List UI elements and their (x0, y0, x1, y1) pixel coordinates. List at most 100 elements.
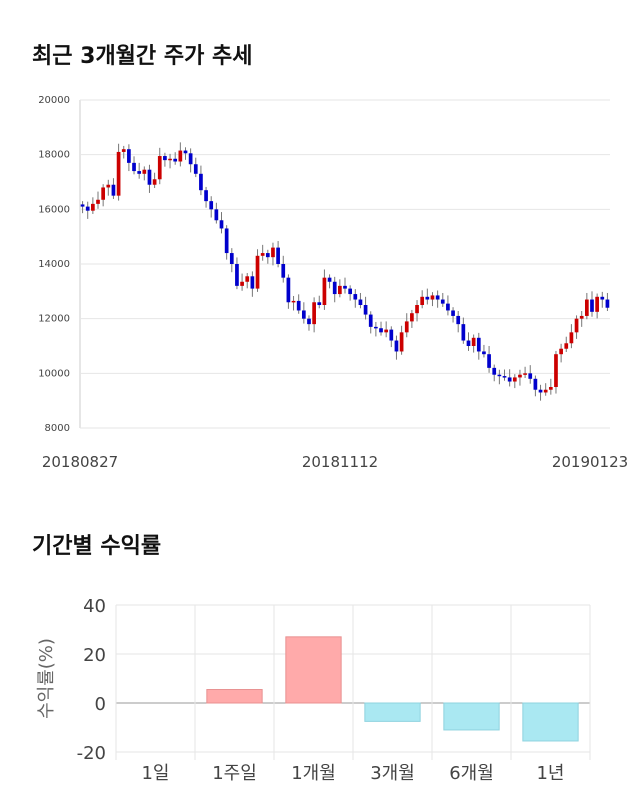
candle-body (332, 281, 337, 295)
candle-body (399, 332, 404, 352)
returns-y-tick-label: 20 (83, 645, 106, 666)
candle-body (590, 299, 594, 312)
candle-body (374, 326, 378, 329)
price-x-tick-label: 20180827 (42, 453, 118, 471)
candle-body (338, 285, 342, 295)
candle-body (466, 340, 471, 346)
candle-body (523, 373, 527, 375)
candle-body (245, 276, 250, 282)
candle-body (384, 329, 389, 333)
candle-body (173, 158, 178, 162)
candle-body (240, 281, 244, 286)
candle-body (204, 190, 208, 202)
candle-body (147, 169, 152, 185)
return-bar (443, 702, 500, 731)
candle-body (471, 337, 476, 346)
candle-body (291, 300, 296, 303)
candle-body (502, 376, 507, 378)
candle-body (193, 164, 198, 174)
candle-body (271, 247, 275, 258)
candle-body (132, 162, 136, 172)
returns-y-tick-label: 0 (95, 694, 106, 715)
candle-body (106, 184, 111, 188)
candle-body (425, 296, 430, 300)
candle-body (595, 296, 599, 312)
candle-body (296, 300, 301, 311)
candle-body (168, 158, 172, 161)
price-x-tick-label: 20190123 (552, 453, 628, 471)
returns-y-tick-label: -20 (77, 743, 106, 764)
price-y-tick-label: 18000 (38, 150, 70, 161)
candle-body (209, 201, 214, 210)
candle-body (219, 220, 224, 229)
candle-body (415, 305, 419, 314)
candle-body (487, 354, 491, 368)
candle-body (301, 310, 306, 319)
returns-y-ticks: -20 0 20 40 (77, 596, 106, 764)
candle-body (482, 351, 486, 355)
candle-body (101, 187, 106, 200)
candle-body (389, 329, 394, 341)
candle-body (456, 315, 461, 325)
price-y-tick-label: 8000 (45, 423, 70, 434)
candle-body (533, 378, 538, 390)
candle-body (569, 332, 574, 344)
returns-x-tick-label: 3개월 (370, 763, 415, 784)
candle-body (410, 313, 414, 322)
candle-body (451, 310, 455, 316)
candle-body (163, 156, 167, 161)
candle-body (127, 149, 131, 163)
candle-body (235, 264, 239, 286)
candle-body (137, 171, 142, 174)
candle-body (543, 389, 548, 393)
candle-body (260, 253, 265, 256)
candle-body (312, 302, 316, 325)
returns-x-tick-label: 6개월 (449, 763, 494, 784)
candle-body (121, 149, 126, 152)
candle-body (368, 314, 373, 327)
candle-body (394, 340, 399, 352)
candle-body (142, 169, 147, 174)
candle-body (420, 296, 425, 305)
returns-x-tick-label: 1일 (141, 763, 169, 784)
candle-body (518, 374, 522, 378)
returns-y-tick-label: 40 (83, 596, 106, 617)
candle-body (574, 318, 579, 333)
candle-body (435, 295, 440, 300)
returns-y-axis-label: 수익률(%) (36, 638, 57, 719)
period-returns-title: 기간별 수익률 (32, 534, 162, 559)
candle-body (96, 199, 100, 204)
returns-grid (115, 604, 591, 760)
return-bar (285, 636, 342, 704)
candle-body (584, 299, 589, 316)
candle-body (440, 299, 445, 304)
candle-body (512, 377, 517, 382)
candle-body (152, 179, 157, 185)
candle-body (559, 348, 563, 355)
candle-body (214, 209, 219, 221)
returns-x-tick-label: 1개월 (291, 763, 336, 784)
candle-body (199, 173, 203, 191)
price-candles (80, 142, 610, 401)
price-y-tick-label: 16000 (38, 204, 70, 215)
candle-body (430, 295, 435, 300)
candle-body (579, 315, 584, 319)
candle-body (476, 337, 481, 352)
return-bar (206, 689, 263, 704)
price-x-tick-label: 20181112 (302, 453, 378, 471)
price-trend-title: 최근 3개월간 주가 추세 (32, 44, 253, 69)
returns-x-tick-label: 1주일 (212, 763, 257, 784)
candle-body (286, 277, 291, 303)
price-y-tick-label: 10000 (38, 368, 70, 379)
price-y-tick-label: 20000 (38, 95, 70, 106)
candle-body (327, 277, 332, 282)
candle-body (404, 321, 409, 333)
candle-body (322, 277, 327, 305)
candle-body (276, 247, 280, 264)
candle-body (605, 299, 610, 308)
candle-body (178, 150, 183, 162)
candle-body (564, 343, 569, 349)
candle-body (85, 206, 90, 211)
returns-x-tick-label: 1년 (536, 763, 564, 784)
candle-body (111, 184, 116, 196)
